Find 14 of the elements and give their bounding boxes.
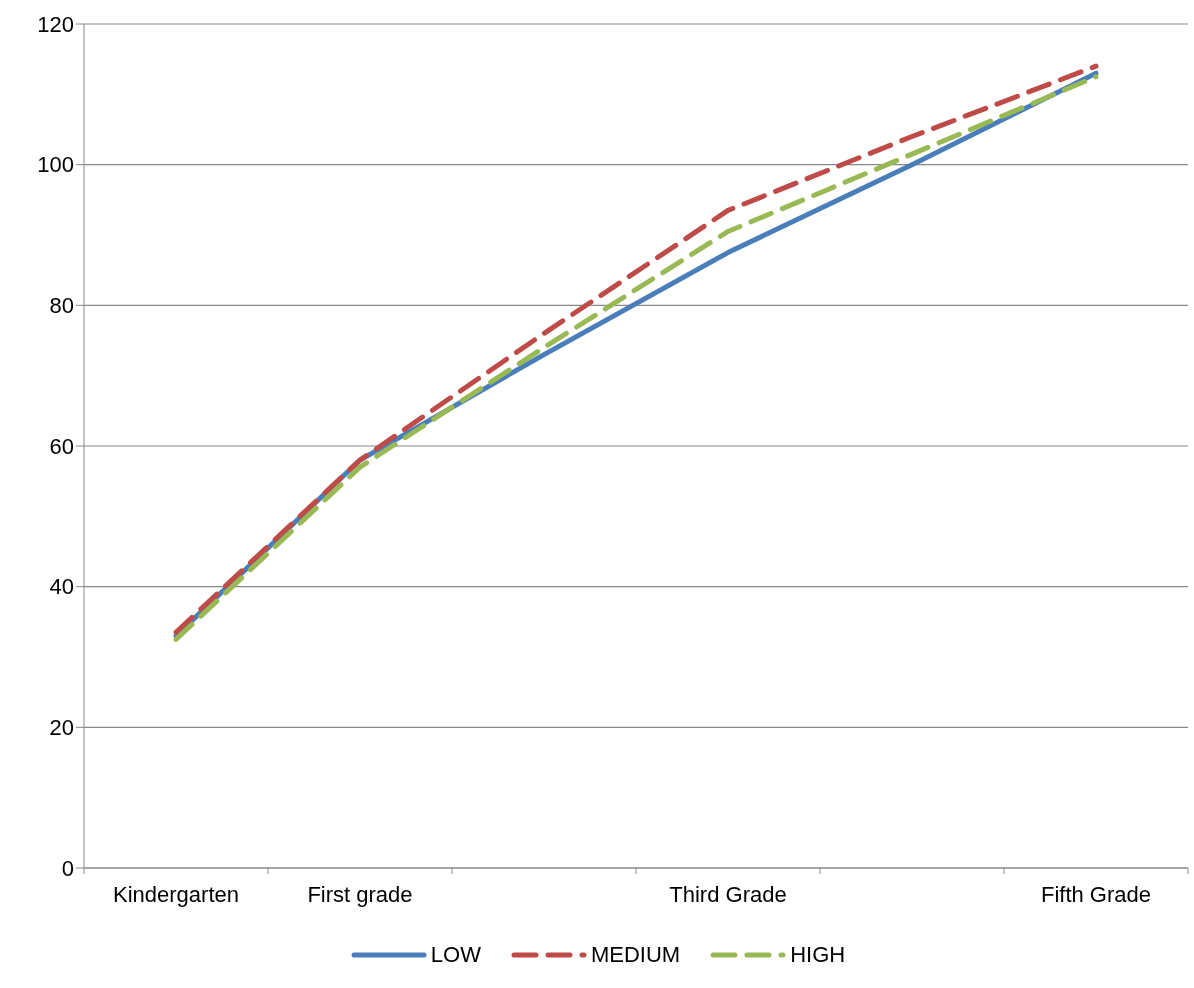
y-tick-label: 0 (61, 855, 74, 881)
legend-label: MEDIUM (590, 942, 681, 968)
legend-label: LOW (430, 942, 481, 968)
x-tick-label: First grade (307, 882, 413, 907)
y-tick-label: 80 (49, 293, 74, 319)
y-tick-label: 120 (37, 11, 74, 37)
legend-label: HIGH (790, 942, 846, 968)
x-tick-label: Fifth Grade (1040, 882, 1152, 907)
x-tick-label: Kindergarten (113, 882, 239, 907)
y-tick-label: 100 (37, 152, 74, 178)
y-tick-label: 20 (49, 715, 74, 741)
y-tick-label: 60 (49, 433, 74, 459)
x-tick-label: Third Grade (669, 882, 787, 907)
y-tick-label: 40 (49, 574, 74, 600)
